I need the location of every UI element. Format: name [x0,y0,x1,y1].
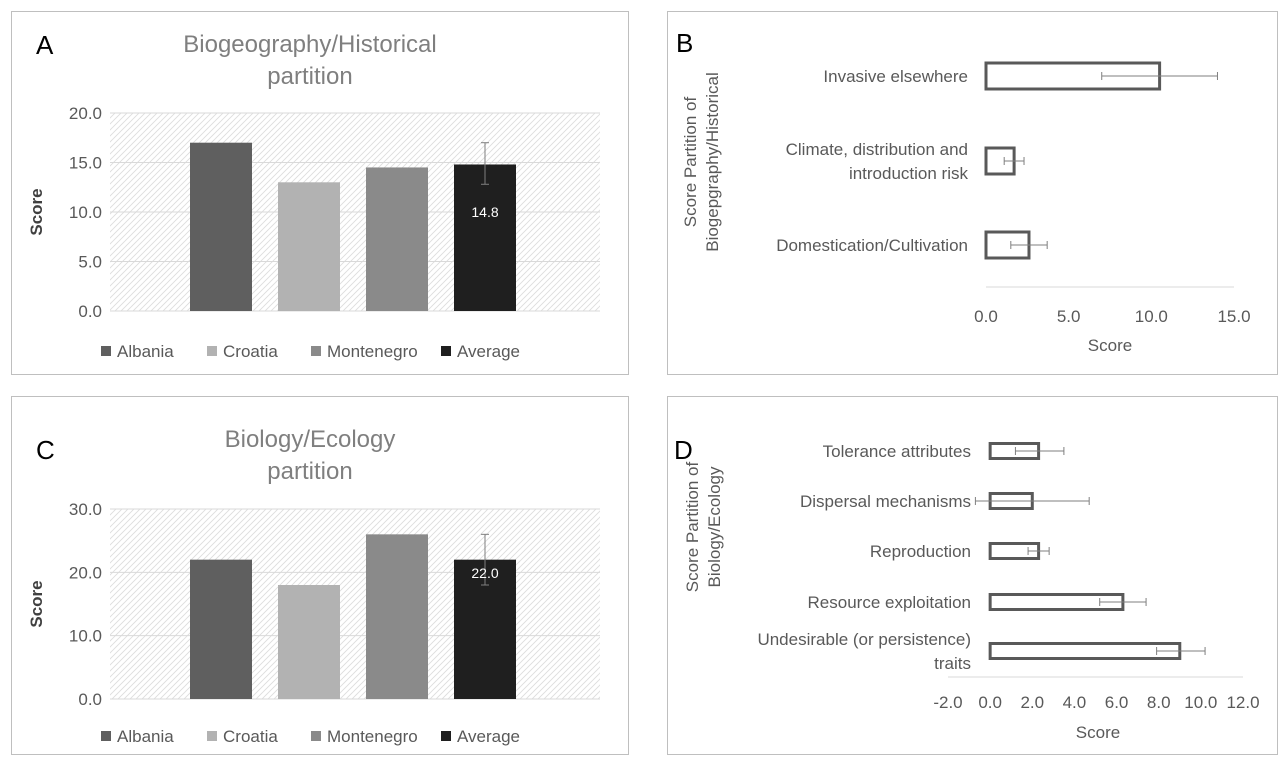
legend-swatch [311,731,321,741]
y-axis-label: Score Partition of [683,462,702,593]
legend-label: Average [457,342,520,361]
panel-letter: D [674,435,693,465]
x-axis-label: Score [1076,723,1120,742]
category-label: Dispersal mechanisms [800,492,971,511]
bar-croatia [278,182,340,311]
x-tick-label: 10.0 [1135,307,1168,326]
category-label: Undesirable (or persistence) [757,630,971,649]
panel-letter: A [36,30,54,60]
category-label: Tolerance attributes [823,442,971,461]
legend-label: Croatia [223,342,278,361]
bar [988,642,1182,660]
category-label: Domestication/Cultivation [776,236,968,255]
y-axis-label: Biology/Ecology [705,466,724,587]
legend-swatch [101,346,111,356]
y-tick-label: 0.0 [78,690,102,709]
x-tick-label: 4.0 [1063,693,1087,712]
panel-c: C Biology/Ecology partition 0.0 10.0 20.0 30.0… [11,396,629,755]
legend-label: Albania [117,727,174,746]
bar-montenegro [366,534,428,699]
bar-albania [190,559,252,699]
legend-swatch [441,346,451,356]
category-label: introduction risk [849,164,969,183]
category-label: Resource exploitation [808,593,971,612]
data-label: 14.8 [471,204,498,220]
legend-swatch [207,346,217,356]
panel-b: B 0.0 5.0 10.0 15.0 Score Score Partition of Bi… [667,11,1278,375]
x-tick-label: 15.0 [1217,307,1250,326]
x-tick-label: 2.0 [1020,693,1044,712]
legend-label: Albania [117,342,174,361]
category-label: Climate, distribution and [786,140,968,159]
y-tick-label: 15.0 [69,154,102,173]
x-tick-label: 6.0 [1105,693,1129,712]
panel-d: D -2.0 0.0 2.0 4.0 6.0 8.0 10.0 12.0 Score Score P… [667,396,1278,755]
legend-swatch [441,731,451,741]
panel-letter: B [676,28,693,58]
x-axis-label: Score [1088,336,1132,355]
plot-area [110,509,600,699]
bar-average [454,164,516,311]
bar-croatia [278,585,340,699]
chart-title: partition [267,458,352,485]
y-tick-label: 0.0 [78,302,102,321]
bar-montenegro [366,167,428,311]
x-tick-label: 12.0 [1226,693,1259,712]
panel-a: A Biogeography/Historical partition 0.0 5.0 1… [11,11,629,375]
legend-swatch [311,346,321,356]
y-axis-label: Score [27,580,46,627]
y-tick-label: 20.0 [69,104,102,123]
x-tick-label: 10.0 [1184,693,1217,712]
y-tick-label: 30.0 [69,500,102,519]
y-tick-label: 5.0 [78,253,102,272]
bar-albania [190,142,252,311]
y-axis-label: Biogepgraphy/Historical [703,72,722,252]
category-label: Reproduction [870,542,971,561]
x-tick-label: 5.0 [1057,307,1081,326]
legend-label: Montenegro [327,342,418,361]
legend-label: Montenegro [327,727,418,746]
chart-title: Biogeography/Historical [183,31,436,58]
chart-title: Biology/Ecology [225,426,396,453]
x-tick-label: 8.0 [1147,693,1171,712]
x-tick-label: 0.0 [978,693,1002,712]
x-tick-label: 0.0 [974,307,998,326]
panel-letter: C [36,435,55,465]
y-tick-label: 10.0 [69,203,102,222]
data-label: 22.0 [471,565,498,581]
y-tick-label: 10.0 [69,627,102,646]
chart-c: C Biology/Ecology partition 0.0 10.0 20.0 30.0… [27,426,600,746]
y-tick-label: 20.0 [69,563,102,582]
category-label: traits [934,654,971,673]
chart-a: A Biogeography/Historical partition 0.0 5.0 1… [27,30,600,361]
legend-label: Average [457,727,520,746]
y-axis-label: Score Partition of [681,97,700,228]
legend-swatch [207,731,217,741]
category-label: Invasive elsewhere [823,67,968,86]
legend-swatch [101,731,111,741]
chart-b: B 0.0 5.0 10.0 15.0 Score Score Partition of Bi… [676,28,1251,355]
chart-title: partition [267,63,352,90]
y-axis-label: Score [27,188,46,235]
legend-label: Croatia [223,727,278,746]
x-tick-label: -2.0 [933,693,962,712]
chart-d: D -2.0 0.0 2.0 4.0 6.0 8.0 10.0 12.0 Score Score P… [674,435,1260,742]
